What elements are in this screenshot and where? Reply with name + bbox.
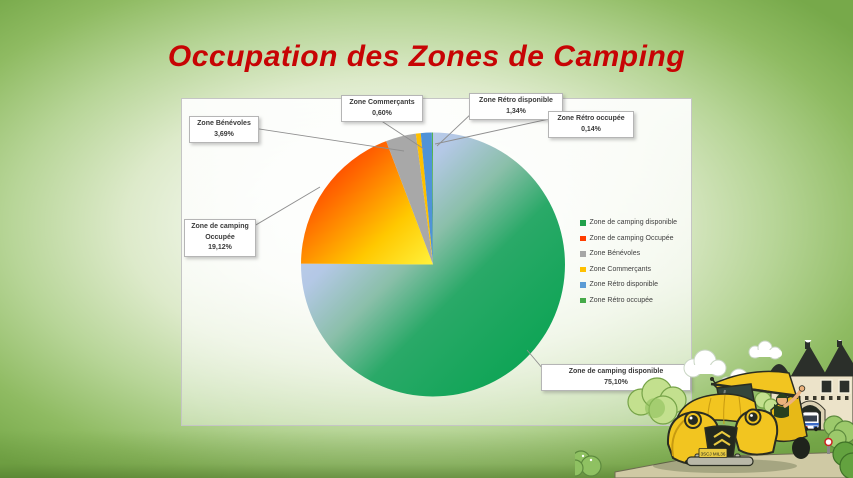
legend-swatch [580,235,586,241]
legend-swatch [580,266,586,272]
slide-title: Occupation des Zones de Camping [167,40,686,73]
data-label-value: 75,10% [604,378,628,386]
pie-slice-3 [415,133,433,265]
data-label-zone-camping-occupee: Zone de camping Occupée 19,12% [184,219,256,257]
leader-line [434,118,550,145]
data-label-zone-retro-disponible: Zone Rétro disponible 1,34% [469,93,563,120]
pie-slice-2 [386,133,433,265]
data-label-value: 0,60% [372,109,392,117]
legend-item: Zone Rétro disponible [580,277,692,293]
leader-line [379,119,425,150]
legend-item: Zone de camping disponible [580,215,692,231]
leader-line [248,186,321,230]
data-label-name: Zone de camping Occupée [191,223,249,241]
data-label-zone-retro-occupee: Zone Rétro occupée 0,14% [548,111,634,138]
legend-swatch [580,282,586,288]
data-label-name: Zone Commerçants [349,99,415,106]
legend-item: Zone Commerçants [580,262,692,278]
leader-lines [248,112,550,370]
leader-line [526,349,544,370]
road-sign-icon [824,437,833,447]
data-label-name: Zone Rétro disponible [479,97,553,104]
legend-swatch [580,297,586,303]
data-label-zone-commercants: Zone Commerçants 0,60% [341,95,423,122]
pie-slice-5 [431,132,433,265]
legend-label: Zone de camping disponible [589,219,678,227]
data-label-value: 1,34% [506,107,526,115]
legend-label: Zone Rétro disponible [589,281,659,289]
legend-label: Zone Bénévoles [589,250,641,258]
leader-line [252,127,405,152]
pie-slice-1 [301,141,433,265]
legend-label: Zone de camping Occupée [589,234,674,242]
legend-item: Zone de camping Occupée [580,231,692,247]
data-label-value: 19,12% [208,244,232,251]
legend-label: Zone Commerçants [589,265,651,273]
legend-item: Zone Bénévoles [580,246,692,262]
legend-swatch [580,251,586,257]
bushes-front [575,415,853,478]
data-label-value: 3,69% [214,130,234,138]
data-label-name: Zone Bénévoles [197,120,251,127]
data-label-name: Zone Rétro occupée [557,115,625,122]
pie-slice-4 [420,132,433,265]
legend-item: Zone Rétro occupée [580,293,692,309]
license-plate: 3SCJ MIL36 [701,452,726,457]
car-castle-illustration: 3SCJ MIL36 [575,340,853,478]
data-label-name: Zone de camping disponible [568,368,664,375]
chart-legend: Zone de camping disponible Zone de campin… [580,215,692,308]
legend-swatch [580,220,586,226]
pie-slice-0 [300,132,565,397]
data-label-zone-benevoles: Zone Bénévoles 3,69% [189,116,259,143]
car-2cv: 3SCJ MIL36 [666,370,810,467]
leader-line [436,112,473,147]
legend-label: Zone Rétro occupée [589,296,653,304]
data-label-value: 0,14% [581,125,601,133]
